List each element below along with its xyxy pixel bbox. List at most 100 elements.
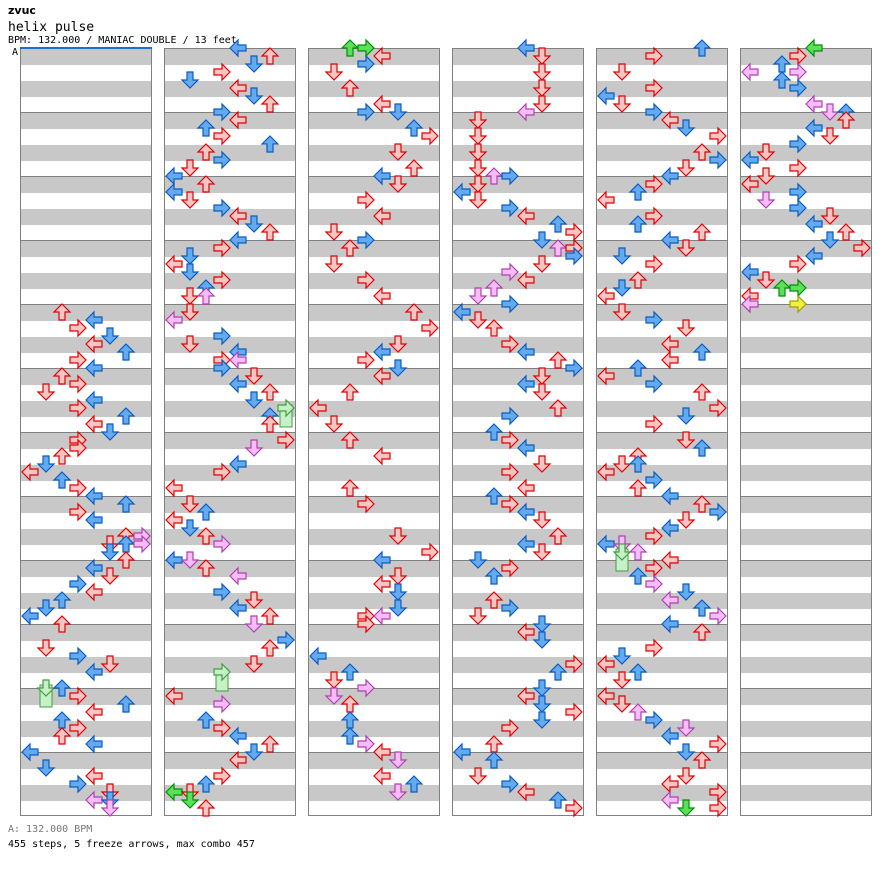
arrow-shape bbox=[661, 334, 679, 354]
arrow-down-icon bbox=[388, 103, 408, 121]
arrow-up-icon bbox=[692, 439, 712, 457]
arrow-up-icon bbox=[340, 479, 360, 497]
arrow-shape bbox=[180, 519, 200, 537]
arrow-up-icon bbox=[52, 303, 72, 321]
arrow-up-icon bbox=[404, 303, 424, 321]
arrow-down-icon bbox=[820, 231, 840, 249]
arrow-right-icon bbox=[501, 294, 519, 314]
arrow-shape bbox=[229, 206, 247, 226]
arrow-left-icon bbox=[85, 702, 103, 722]
arrow-shape bbox=[820, 127, 840, 145]
arrow-shape bbox=[388, 143, 408, 161]
arrow-shape bbox=[388, 567, 408, 585]
arrow-right-icon bbox=[501, 406, 519, 426]
arrow-shape bbox=[277, 630, 295, 650]
arrow-shape bbox=[805, 94, 823, 114]
arrow-right-icon bbox=[501, 462, 519, 482]
arrow-left-icon bbox=[373, 166, 391, 186]
arrow-shape bbox=[468, 111, 488, 129]
arrow-left-icon bbox=[229, 206, 247, 226]
arrow-left-icon bbox=[805, 38, 823, 58]
arrow-left-icon bbox=[309, 398, 327, 418]
arrow-left-icon bbox=[517, 342, 535, 362]
arrow-shape bbox=[373, 574, 391, 594]
arrow-shape bbox=[517, 478, 535, 498]
arrow-up-icon bbox=[340, 239, 360, 257]
arrow-shape bbox=[789, 254, 807, 274]
arrow-down-icon bbox=[244, 215, 264, 233]
arrow-left-icon bbox=[661, 726, 679, 746]
arrow-shape bbox=[805, 246, 823, 266]
arrow-shape bbox=[340, 79, 360, 97]
arrow-left-icon bbox=[517, 686, 535, 706]
arrow-right-icon bbox=[69, 374, 87, 394]
arrow-shape bbox=[805, 118, 823, 138]
arrow-up-icon bbox=[196, 711, 216, 729]
arrow-shape bbox=[805, 214, 823, 234]
arrow-down-icon bbox=[676, 159, 696, 177]
arrow-up-icon bbox=[548, 663, 568, 681]
arrow-shape bbox=[100, 543, 120, 561]
arrow-shape bbox=[260, 639, 280, 657]
arrow-shape bbox=[468, 175, 488, 193]
arrow-shape bbox=[692, 439, 712, 457]
arrow-shape bbox=[277, 430, 295, 450]
arrow-up-icon bbox=[484, 423, 504, 441]
arrow-shape bbox=[565, 798, 583, 818]
song-title: helix pulse bbox=[8, 20, 95, 35]
arrow-right-icon bbox=[357, 734, 375, 754]
arrow-shape bbox=[357, 270, 375, 290]
arrow-shape bbox=[517, 782, 535, 802]
arrow-shape bbox=[468, 607, 488, 625]
arrow-shape bbox=[69, 686, 87, 706]
arrow-shape bbox=[532, 383, 552, 401]
arrow-shape bbox=[676, 511, 696, 529]
arrow-shape bbox=[52, 447, 72, 465]
arrow-shape bbox=[180, 335, 200, 353]
arrow-shape bbox=[52, 367, 72, 385]
arrow-up-icon bbox=[836, 223, 856, 241]
arrow-right-icon bbox=[709, 398, 727, 418]
arrow-right-icon bbox=[277, 630, 295, 650]
arrow-down-icon bbox=[532, 367, 552, 385]
arrow-right-icon bbox=[213, 358, 231, 378]
arrow-down-icon bbox=[532, 255, 552, 273]
arrow-shape bbox=[165, 686, 183, 706]
arrow-down-icon bbox=[468, 111, 488, 129]
arrow-shape bbox=[180, 247, 200, 265]
arrow-left-icon bbox=[229, 598, 247, 618]
arrow-shape bbox=[548, 527, 568, 545]
arrow-shape bbox=[324, 63, 344, 81]
arrow-shape bbox=[517, 342, 535, 362]
arrow-shape bbox=[165, 182, 183, 202]
arrow-shape bbox=[517, 38, 535, 58]
arrow-right-icon bbox=[501, 558, 519, 578]
arrow-down-icon bbox=[100, 655, 120, 673]
arrow-left-icon bbox=[453, 742, 471, 762]
arrow-right-icon bbox=[69, 398, 87, 418]
arrow-right-icon bbox=[357, 102, 375, 122]
arrow-shape bbox=[116, 695, 136, 713]
arrow-left-icon bbox=[85, 414, 103, 434]
arrow-up-icon bbox=[52, 727, 72, 745]
arrow-shape bbox=[85, 734, 103, 754]
arrow-shape bbox=[453, 182, 471, 202]
arrow-shape bbox=[484, 167, 504, 185]
arrow-up-icon bbox=[260, 223, 280, 241]
arrow-left-icon bbox=[309, 646, 327, 666]
arrow-down-icon bbox=[100, 423, 120, 441]
arrow-down-icon bbox=[244, 367, 264, 385]
arrow-shape bbox=[645, 310, 663, 330]
arrow-shape bbox=[532, 63, 552, 81]
arrow-shape bbox=[532, 95, 552, 113]
arrow-shape bbox=[165, 782, 183, 802]
arrow-shape bbox=[373, 766, 391, 786]
arrow-shape bbox=[565, 654, 583, 674]
arrow-shape bbox=[676, 431, 696, 449]
arrow-shape bbox=[357, 54, 375, 74]
arrow-up-icon bbox=[772, 71, 792, 89]
arrow-left-icon bbox=[597, 462, 615, 482]
arrow-shape bbox=[709, 502, 727, 522]
arrow-shape bbox=[180, 303, 200, 321]
arrow-shape bbox=[116, 535, 136, 553]
